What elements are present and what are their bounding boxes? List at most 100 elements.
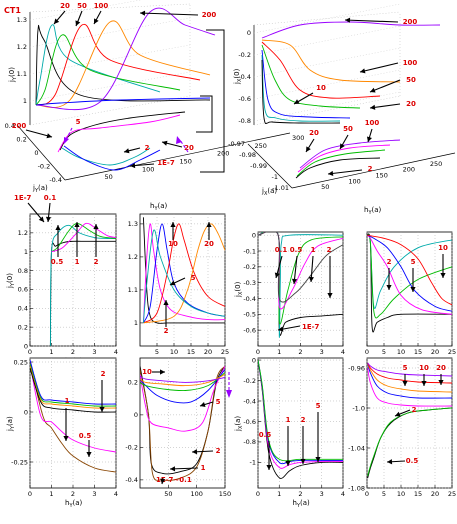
- y-tick-label: 250: [255, 142, 267, 150]
- arrow-50-head: [75, 20, 81, 26]
- x-tick-label: 3: [320, 348, 324, 356]
- z-tick-label: 1.2: [17, 43, 27, 51]
- bracket-line: [200, 29, 225, 173]
- arrow-100-shaft: [359, 62, 399, 73]
- series-line-3: [51, 222, 116, 253]
- arrow-1-head: [170, 466, 176, 472]
- arrow-20b-head: [306, 146, 311, 152]
- curve-1: [35, 24, 161, 106]
- y-tick-label: 1: [134, 319, 138, 327]
- z-gridline: [253, 69, 401, 100]
- z-tick-label: 1: [23, 97, 27, 105]
- x-tick-label: 25: [448, 490, 456, 498]
- x-tick-label: 10: [397, 348, 405, 356]
- annotation-label: 1E-7~0.1: [156, 476, 192, 484]
- series-line-1: [142, 223, 225, 323]
- arrow-05-head: [55, 225, 61, 230]
- series-line-4: [367, 362, 452, 393]
- annotation-label: 10: [316, 84, 326, 92]
- series-line-5: [142, 229, 225, 323]
- panel-p_r2c2: 5 10 15 20 25 1 1.1 1.2 1.3 10 20 5 2: [128, 213, 229, 356]
- x-tick-label: 20: [431, 348, 439, 356]
- arrow-1e7-head: [160, 478, 166, 484]
- x-tick-label: 15: [414, 348, 422, 356]
- y-tick-label: 0.8: [18, 267, 28, 275]
- x-tick-label: 20: [204, 348, 212, 356]
- arrow-5-head: [200, 402, 206, 408]
- x-tick-label: -0.2: [38, 163, 51, 171]
- curve-3: [261, 44, 361, 109]
- dashed-arrow-5-head: [64, 137, 69, 144]
- arrow-20-head: [206, 222, 212, 227]
- annotation-label: 10: [168, 240, 178, 248]
- curve-0: [261, 21, 441, 39]
- x-tick-label: 0: [28, 348, 32, 356]
- x-tick-label: 100: [190, 490, 202, 498]
- annotation-label: 100: [365, 119, 380, 127]
- y-tick-label: 250: [430, 160, 442, 168]
- arrow-20-shaft: [369, 103, 401, 109]
- y-axis-label: hY(a): [150, 202, 168, 212]
- annotation-label: 1: [311, 246, 316, 254]
- arrow-05-head: [291, 278, 298, 284]
- y-tick-label: 300: [292, 134, 304, 142]
- y-tick-label: 100: [142, 165, 154, 173]
- y-tick-label: 0: [24, 408, 28, 416]
- panel-p_r3c1: 0 1 2 3 4 0.25 0 -0.25 hY(a) jY(a) 1 2 0.5: [6, 357, 118, 509]
- annotation-label: 10: [142, 368, 152, 376]
- y-tick-label: 200: [217, 150, 229, 158]
- arrow-200-head: [140, 10, 146, 16]
- x-tick-label: -0.99: [250, 162, 267, 170]
- y-tick-label: -0.8: [243, 438, 256, 446]
- arrow-2-head: [327, 293, 333, 298]
- x-tick-label: 150: [219, 490, 231, 498]
- dashed-arrow-head: [226, 390, 232, 398]
- x-tick-label: 1: [277, 490, 281, 498]
- arrow-2-head: [192, 449, 198, 455]
- series-line-5: [367, 362, 452, 384]
- curve-5: [261, 54, 341, 122]
- series-group: [49, 222, 116, 346]
- z-gridline: [29, 71, 191, 102]
- panels-2d: 0123400.20.40.60.811.2hY(a)jY(0)1E-70.10…: [6, 194, 456, 509]
- series-line-4: [30, 365, 116, 409]
- annotation-label: 20: [60, 2, 70, 10]
- series-line-3: [367, 234, 452, 315]
- bracket-line: [196, 95, 213, 133]
- annotation-label: 1: [286, 416, 291, 424]
- arrow-2-head: [124, 148, 130, 154]
- series-line-3: [30, 363, 116, 407]
- series-line-0: [30, 361, 116, 473]
- x-tick-label: 0.4: [5, 122, 15, 130]
- series-group: [142, 217, 225, 324]
- x-tick-label: 10: [397, 490, 405, 498]
- y-tick-label: -0.96: [348, 364, 365, 372]
- annotation-label: 200: [202, 11, 217, 19]
- annotation-label: 0.5: [290, 246, 303, 254]
- arrow-200-head: [345, 17, 351, 23]
- curve-6: [261, 59, 341, 125]
- x-tick-label: -0.4: [49, 176, 62, 184]
- y-axis-label: hY(a): [364, 206, 382, 216]
- y-tick-label: -0.2: [243, 263, 256, 271]
- annotation-label: 20: [406, 100, 416, 108]
- base-curve-1: [296, 149, 386, 177]
- x-axis-label: hY(a): [65, 499, 83, 509]
- base-curve-3: [299, 139, 401, 169]
- base-curve-0: [295, 157, 381, 179]
- annotation-label: 1: [75, 258, 80, 266]
- curve-2: [261, 41, 381, 99]
- arrow-2-shaft: [327, 169, 363, 175]
- y-tick-label: 50: [105, 173, 113, 181]
- z-gridline: [253, 47, 401, 78]
- y-tick-label: 0: [24, 342, 28, 350]
- arrow-50-shaft: [369, 79, 401, 93]
- panel-p_r2c1: 0123400.20.40.60.811.2hY(a)jY(0)1E-70.10…: [6, 194, 118, 367]
- x-tick-label: 50: [164, 490, 172, 498]
- y-axis-label: jY(0): [6, 273, 16, 289]
- y-tick-label: 0: [252, 231, 256, 239]
- x-tick-label: 3: [92, 348, 96, 356]
- z-gridline: [29, 0, 142, 21]
- annotation-label: 0.5: [259, 431, 272, 439]
- curve-3: [35, 23, 201, 106]
